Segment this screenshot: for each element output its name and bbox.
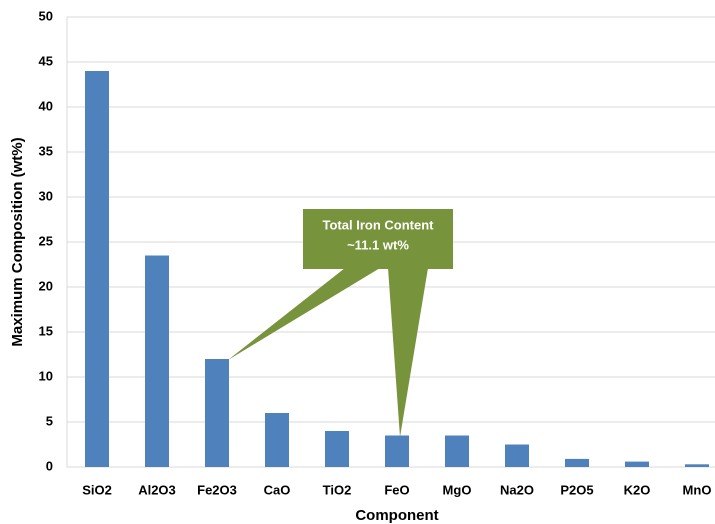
x-tick-label: CaO bbox=[264, 482, 291, 497]
x-tick-label: SiO2 bbox=[82, 482, 112, 497]
callout-box bbox=[303, 209, 453, 269]
x-tick-label: FeO bbox=[384, 482, 409, 497]
y-tick-label: 30 bbox=[39, 188, 53, 203]
y-tick-label: 10 bbox=[39, 368, 53, 383]
bar bbox=[505, 444, 529, 467]
x-tick-label: P2O5 bbox=[560, 482, 593, 497]
y-tick-label: 40 bbox=[39, 98, 53, 113]
bar bbox=[205, 359, 229, 467]
callout: Total Iron Content ~11.1 wt% bbox=[228, 209, 453, 437]
y-axis-label: Maximum Composition (wt%) bbox=[9, 137, 26, 346]
bar bbox=[265, 413, 289, 467]
bar bbox=[145, 255, 169, 467]
bar bbox=[325, 431, 349, 467]
x-tick-label: Na2O bbox=[500, 482, 534, 497]
x-tick-label: MgO bbox=[443, 482, 472, 497]
y-tick-label: 20 bbox=[39, 278, 53, 293]
y-tick-label: 50 bbox=[39, 8, 53, 23]
bar bbox=[565, 458, 589, 467]
y-tick-label: 15 bbox=[39, 323, 53, 338]
x-tick-label: Al2O3 bbox=[138, 482, 176, 497]
x-tick-label: TiO2 bbox=[323, 482, 352, 497]
x-tick-label: Fe2O3 bbox=[197, 482, 237, 497]
y-tick-label: 5 bbox=[46, 413, 53, 428]
bar bbox=[625, 461, 649, 467]
bar bbox=[85, 71, 109, 467]
x-tick-label: MnO bbox=[683, 482, 712, 497]
bar bbox=[385, 435, 409, 467]
y-tick-label: 35 bbox=[39, 143, 53, 158]
callout-text: ~11.1 wt% bbox=[347, 237, 409, 252]
y-tick-label: 25 bbox=[39, 233, 53, 248]
callout-pointer bbox=[388, 268, 428, 437]
bar bbox=[445, 435, 469, 467]
callout-pointer bbox=[228, 268, 380, 360]
y-tick-label: 45 bbox=[39, 53, 53, 68]
x-tick-label: K2O bbox=[624, 482, 651, 497]
bar bbox=[685, 464, 709, 467]
callout-text: Total Iron Content bbox=[323, 217, 435, 232]
y-tick-label: 0 bbox=[46, 458, 53, 473]
x-axis-label: Component bbox=[355, 507, 438, 524]
